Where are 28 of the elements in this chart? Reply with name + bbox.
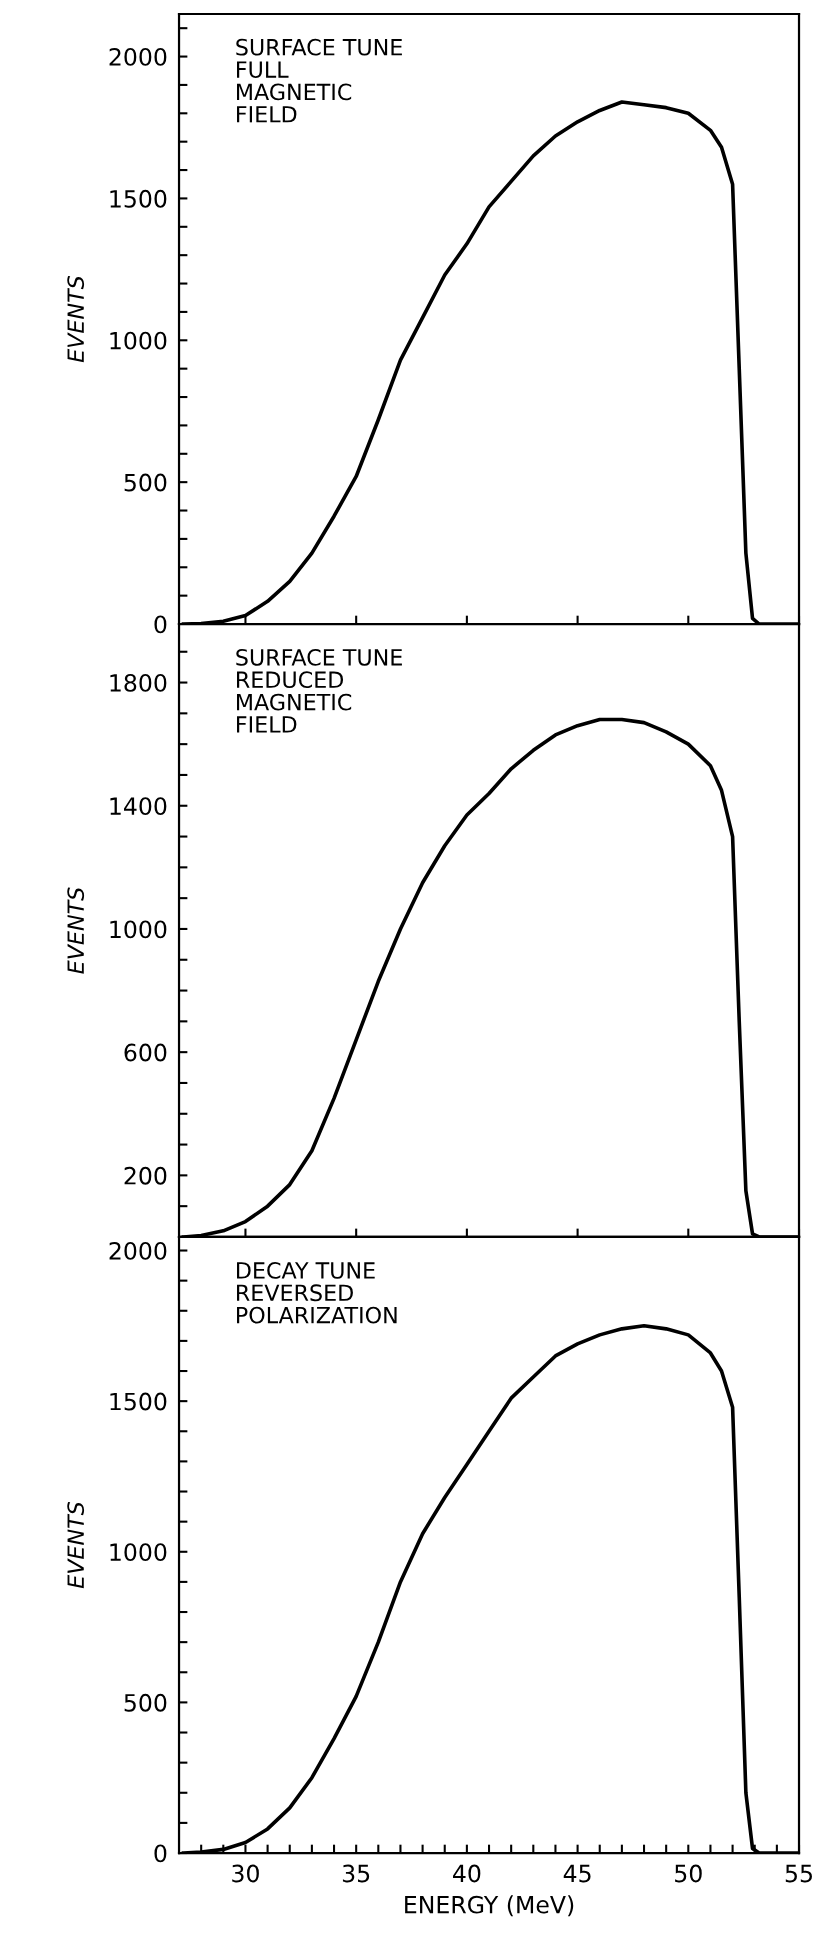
annotation: SURFACE TUNE FULL MAGNETIC FIELD bbox=[236, 38, 402, 123]
x-tick-label: 55 bbox=[785, 1864, 812, 1883]
x-tick-label: 50 bbox=[675, 1864, 702, 1883]
y-tick-label: 2000 bbox=[109, 48, 167, 66]
x-tick-label: 45 bbox=[563, 1864, 591, 1883]
y-tick-label: 1500 bbox=[110, 189, 167, 208]
y-tick-label: 1800 bbox=[110, 673, 167, 692]
x-axis-title: ENERGY (MeV) bbox=[405, 1895, 574, 1917]
annotation: DECAY TUNE REVERSED POLARIZATION bbox=[237, 1262, 397, 1324]
y-axis-title: EVENTS bbox=[67, 1501, 85, 1589]
y-tick-label: 1000 bbox=[110, 920, 167, 939]
y-tick-label: 1000 bbox=[110, 1543, 167, 1562]
x-tick-label: 30 bbox=[232, 1864, 259, 1883]
y-tick-label: 1400 bbox=[110, 797, 167, 816]
y-tick-label: 600 bbox=[124, 1043, 167, 1062]
y-tick-label: 1500 bbox=[110, 1392, 167, 1411]
y-tick-label: 200 bbox=[124, 1166, 167, 1185]
y-tick-label: 500 bbox=[124, 473, 167, 492]
annotation: SURFACE TUNE REDUCED MAGNETIC FIELD bbox=[236, 648, 402, 733]
y-tick-label: 0 bbox=[154, 615, 167, 634]
y-tick-label: 2000 bbox=[109, 1241, 167, 1260]
y-axis-title: EVENTS bbox=[67, 275, 85, 363]
x-tick-label: 35 bbox=[342, 1864, 370, 1883]
y-tick-label: 1000 bbox=[110, 331, 167, 350]
y-axis-title: EVENTS bbox=[67, 887, 85, 974]
y-tick-label: 0 bbox=[154, 1844, 167, 1863]
y-tick-label: 500 bbox=[124, 1693, 167, 1712]
x-tick-label: 40 bbox=[453, 1864, 481, 1883]
